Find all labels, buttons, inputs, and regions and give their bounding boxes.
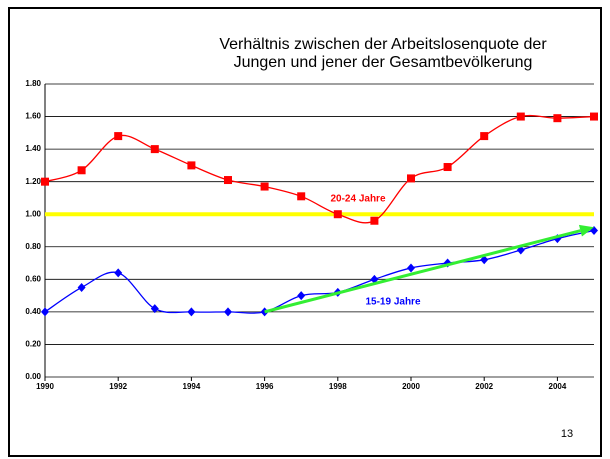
marker xyxy=(77,166,86,175)
marker xyxy=(114,132,123,141)
y-tick-label: 0.60 xyxy=(25,274,41,283)
marker xyxy=(187,161,196,170)
series-line xyxy=(44,229,595,314)
marker xyxy=(516,112,525,121)
chart-title: Verhältnis zwischen der Arbeitslosenquot… xyxy=(219,36,547,53)
y-tick-label: 0.00 xyxy=(25,372,41,381)
y-tick-label: 1.00 xyxy=(25,209,41,218)
y-tick-label: 0.20 xyxy=(25,340,41,349)
y-tick-label: 0.40 xyxy=(25,307,41,316)
y-tick-label: 0.80 xyxy=(25,242,41,251)
y-tick-label: 1.60 xyxy=(25,112,41,121)
y-tick-label: 1.80 xyxy=(25,79,41,88)
marker xyxy=(77,282,86,292)
series-annotation: 20-24 Jahre xyxy=(330,194,385,205)
marker xyxy=(224,176,232,185)
series-line xyxy=(44,114,595,224)
y-tick-label: 1.20 xyxy=(25,177,41,186)
x-tick-label: 1992 xyxy=(109,382,127,391)
marker xyxy=(370,216,379,225)
marker xyxy=(187,307,196,317)
slide-frame xyxy=(8,7,602,457)
x-tick-label: 1990 xyxy=(36,382,54,391)
marker xyxy=(224,307,232,317)
x-tick-label: 2000 xyxy=(402,382,420,391)
x-tick-label: 1998 xyxy=(329,382,347,391)
marker xyxy=(297,192,306,201)
marker xyxy=(333,210,342,219)
marker xyxy=(150,304,159,314)
trend-arrow xyxy=(264,229,581,314)
x-tick-label: 1996 xyxy=(256,382,274,391)
marker xyxy=(480,132,489,141)
marker xyxy=(114,268,123,278)
marker xyxy=(370,274,379,284)
x-tick-label: 2002 xyxy=(475,382,493,391)
marker xyxy=(41,177,49,186)
marker xyxy=(590,112,598,121)
page-number: 13 xyxy=(561,428,573,440)
marker xyxy=(407,263,415,273)
x-tick-label: 2004 xyxy=(549,382,567,391)
x-tick-label: 1994 xyxy=(183,382,201,391)
series-annotation: 15-19 Jahre xyxy=(365,297,420,308)
trend-arrow-head xyxy=(578,224,594,237)
marker xyxy=(480,255,489,265)
marker xyxy=(553,114,562,123)
marker xyxy=(407,174,415,183)
marker xyxy=(260,182,269,191)
marker xyxy=(41,307,49,317)
y-tick-label: 1.40 xyxy=(25,144,41,153)
marker xyxy=(443,163,452,172)
marker xyxy=(150,145,159,154)
marker xyxy=(297,291,306,301)
chart-title: Jungen und jener der Gesamtbevölkerung xyxy=(234,54,533,71)
